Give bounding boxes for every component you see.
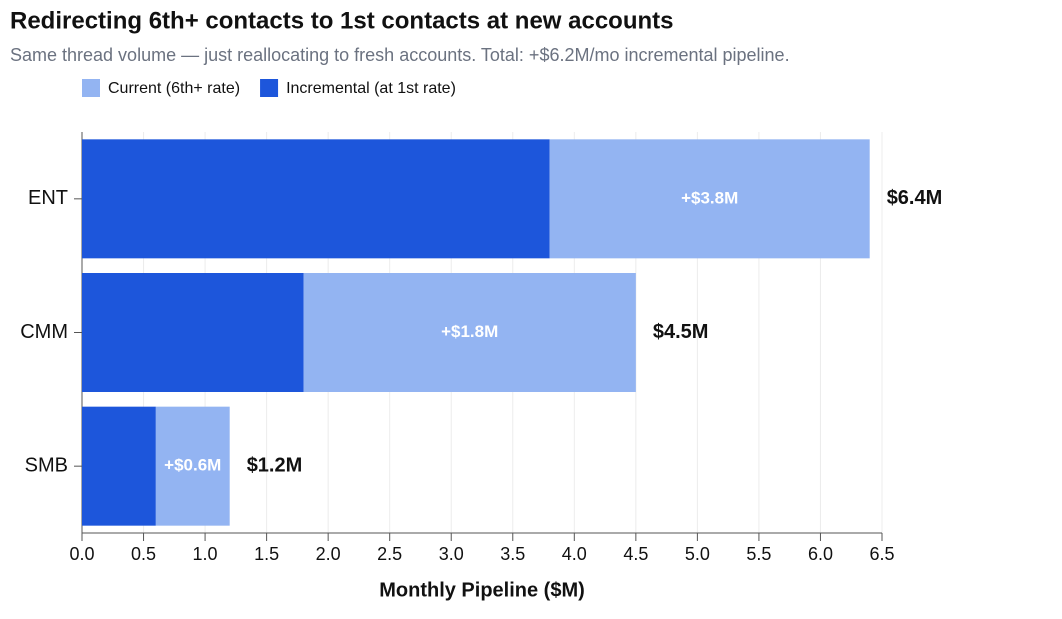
chart-title: Redirecting 6th+ contacts to 1st contact…	[10, 7, 674, 34]
x-tick-label: 2.5	[377, 544, 402, 564]
x-tick-label: 3.0	[439, 544, 464, 564]
legend-label: Incremental (at 1st rate)	[286, 80, 456, 97]
legend-swatch	[82, 79, 100, 97]
y-tick-label: SMB	[25, 454, 68, 476]
x-tick-label: 4.5	[623, 544, 648, 564]
x-axis-title: Monthly Pipeline ($M)	[379, 579, 585, 601]
x-tick-label: 5.5	[746, 544, 771, 564]
segment-label: +$1.8M	[441, 322, 498, 341]
x-tick-label: 6.0	[808, 544, 833, 564]
y-tick-label: ENT	[28, 187, 68, 209]
x-tick-label: 1.0	[193, 544, 218, 564]
bar-segment	[82, 139, 550, 259]
bar-segment	[303, 273, 636, 392]
x-tick-label: 2.0	[316, 544, 341, 564]
x-tick-label: 1.5	[254, 544, 279, 564]
y-tick-label: CMM	[20, 321, 68, 343]
chart-subtitle: Same thread volume — just reallocating t…	[10, 45, 790, 65]
total-label: $1.2M	[247, 454, 303, 476]
x-tick-label: 6.5	[869, 544, 894, 564]
x-tick-label: 0.5	[131, 544, 156, 564]
bar-segment	[155, 406, 230, 526]
x-tick-label: 0.0	[69, 544, 94, 564]
legend-swatch	[260, 79, 279, 97]
total-label: $4.5M	[653, 321, 709, 343]
legend-label: Current (6th+ rate)	[108, 80, 240, 97]
segment-label: +$0.6M	[164, 456, 221, 475]
bar-segment	[82, 406, 156, 526]
x-tick-label: 4.0	[562, 544, 587, 564]
bar-segment	[549, 139, 870, 259]
x-tick-label: 3.5	[500, 544, 525, 564]
x-tick-label: 5.0	[685, 544, 710, 564]
segment-label: +$3.8M	[681, 188, 738, 207]
total-label: $6.4M	[887, 187, 943, 209]
bar-segment	[82, 273, 304, 392]
